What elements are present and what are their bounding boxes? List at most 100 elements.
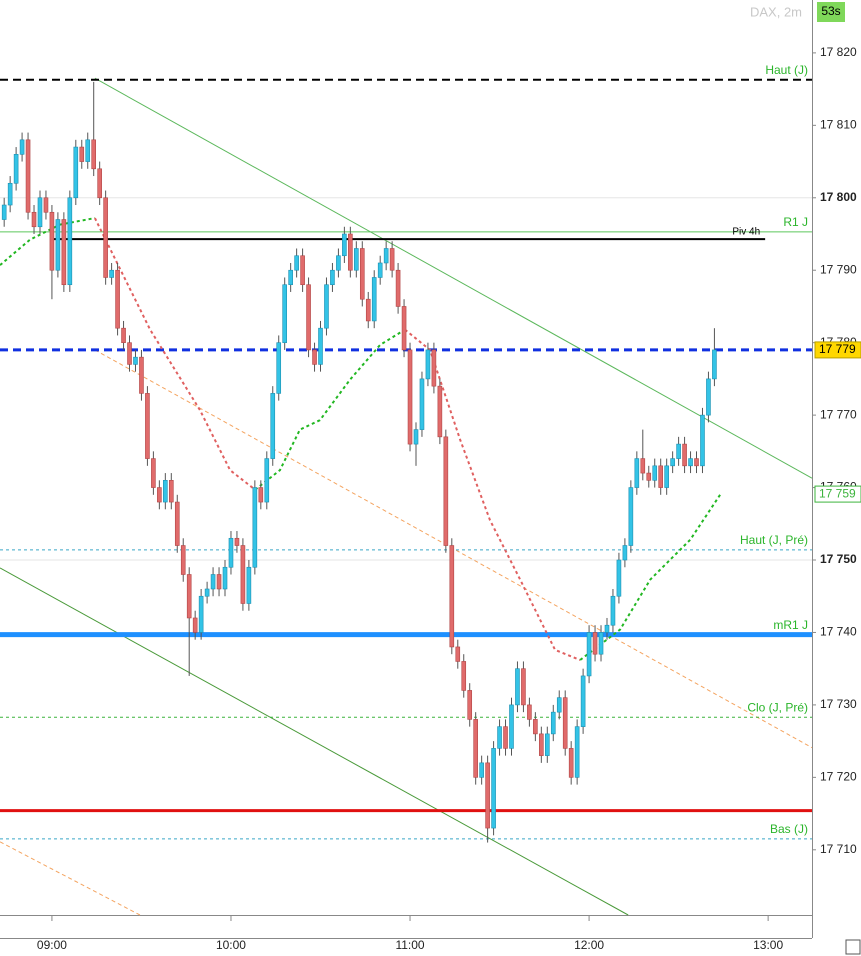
candle-body: [282, 284, 287, 343]
candle-body: [700, 414, 705, 467]
candle-body: [121, 327, 126, 343]
candle-body: [634, 458, 640, 488]
candle-body: [491, 748, 496, 829]
trendline: [0, 841, 141, 916]
candle-body: [479, 762, 484, 778]
candle-body: [55, 219, 61, 271]
y-tick-label: 17 720: [820, 770, 857, 784]
candle-body: [610, 595, 616, 626]
candle-body: [288, 269, 293, 286]
candle-body: [437, 385, 443, 438]
candle-body: [556, 697, 562, 713]
candle-body: [151, 458, 156, 488]
x-tick-label: 13:00: [753, 938, 783, 952]
candle-body: [276, 342, 282, 394]
candle-body: [67, 197, 73, 286]
candle-body: [568, 748, 574, 778]
timer-box: [817, 2, 845, 22]
candle-body: [37, 197, 43, 228]
candle-body: [706, 378, 711, 416]
candle-body: [425, 349, 431, 380]
trendline: [94, 349, 813, 749]
candle-body: [461, 661, 467, 691]
y-tick-label: 17 740: [820, 625, 857, 639]
candle-body: [270, 393, 276, 459]
candle-body: [216, 574, 222, 590]
candle-body: [133, 356, 138, 365]
candle-body: [359, 248, 365, 300]
candle-body: [473, 719, 478, 778]
candle-body: [25, 139, 31, 213]
axis-icon: [845, 939, 861, 955]
candle-body: [73, 146, 79, 199]
candle-body: [616, 559, 622, 597]
candle-body: [85, 139, 91, 162]
candle-body: [192, 617, 198, 633]
chart-title: DAX, 2m: [750, 4, 802, 19]
y-tick-label: 17 730: [820, 697, 857, 711]
candle-body: [180, 545, 186, 575]
candle-body: [330, 269, 335, 286]
moving-average: [254, 328, 406, 491]
candle-body: [61, 219, 67, 286]
candle-body: [324, 284, 329, 329]
candle-body: [467, 690, 473, 720]
candle-body: [664, 465, 669, 488]
candle-body: [455, 646, 461, 662]
candle-body: [574, 726, 580, 778]
candle-body: [109, 269, 114, 278]
candle-body: [97, 168, 102, 199]
moving-average: [94, 217, 256, 491]
candle-body: [622, 545, 628, 561]
candle-body: [318, 327, 323, 365]
candle-body: [145, 393, 150, 459]
candle-body: [336, 255, 341, 271]
candle-body: [91, 139, 97, 170]
candle-body: [312, 349, 317, 365]
price-tag-label: 17 779: [819, 342, 856, 356]
candle-body: [676, 443, 681, 459]
candle-body: [139, 356, 144, 394]
y-tick-label: 17 770: [820, 407, 857, 421]
candle-body: [79, 146, 85, 162]
candle-body: [383, 248, 389, 264]
level-label: Clo (J, Pré): [747, 700, 808, 714]
candle-body: [354, 248, 359, 271]
candle-body: [497, 726, 502, 749]
candle-body: [694, 458, 699, 467]
x-tick-label: 12:00: [574, 938, 604, 952]
x-tick-label: 09:00: [37, 938, 67, 952]
candle-body: [240, 545, 246, 604]
y-tick-label: 17 800: [820, 190, 857, 204]
candle-body: [174, 501, 180, 546]
candle-body: [485, 762, 490, 829]
candle-body: [246, 566, 252, 604]
candle-body: [1, 204, 7, 220]
candle-body: [115, 269, 120, 329]
candle-body: [371, 277, 377, 322]
candle-body: [198, 595, 204, 633]
candle-body: [395, 269, 401, 307]
candle-body: [401, 306, 407, 351]
candle-body: [365, 298, 371, 322]
candle-body: [539, 733, 544, 756]
candle-body: [521, 668, 526, 706]
candle-body: [682, 443, 687, 467]
candle-body: [43, 197, 49, 213]
moving-average: [0, 217, 96, 266]
trendline: [0, 567, 629, 916]
candle-body: [413, 429, 419, 445]
candle-body: [306, 284, 311, 351]
level-label: Bas (J): [770, 822, 808, 836]
candle-body: [228, 537, 234, 568]
candle-body: [598, 632, 604, 655]
candle-body: [533, 719, 538, 735]
candle-body: [562, 697, 568, 749]
candle-body: [168, 480, 174, 503]
price-tag: [814, 485, 861, 503]
price-tag: [814, 341, 861, 359]
candle-body: [628, 487, 634, 546]
candle-body: [670, 458, 675, 467]
candle-body: [222, 566, 228, 590]
x-tick-label: 10:00: [216, 938, 246, 952]
